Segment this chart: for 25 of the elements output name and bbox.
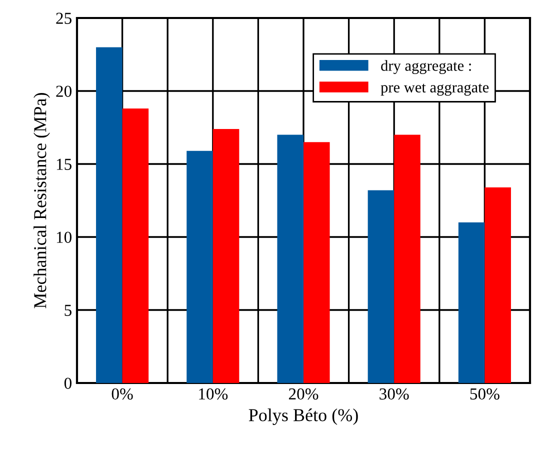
y-axis-title: Mechanical Resistance (MPa) [34, 93, 50, 308]
y-tick-label: 15 [56, 158, 72, 170]
bar [212, 128, 240, 383]
x-tick-label: 20% [288, 388, 318, 400]
bar [96, 47, 122, 383]
y-tick-label: 25 [56, 12, 72, 24]
bar [458, 222, 485, 383]
y-tick-label: 20 [56, 86, 72, 97]
y-tick-label: 0 [64, 378, 72, 389]
y-tick-label: 5 [64, 304, 72, 316]
bar [394, 134, 420, 383]
y-tick-label: 10 [56, 232, 72, 243]
bar [277, 134, 304, 383]
x-tick-label: 30% [380, 388, 409, 400]
bar [368, 190, 394, 383]
x-tick-label: 50% [470, 388, 500, 400]
x-tick-label: 0% [112, 388, 133, 400]
bar [122, 108, 149, 383]
bar [484, 187, 511, 383]
bar [186, 150, 213, 383]
legend-label: dry aggregate : [381, 60, 471, 74]
bar [304, 142, 330, 383]
legend-label: pre wet aggragate [380, 84, 489, 96]
x-axis-title: Polys Béto (%) [248, 408, 358, 425]
x-tick-label: 10% [199, 388, 228, 400]
